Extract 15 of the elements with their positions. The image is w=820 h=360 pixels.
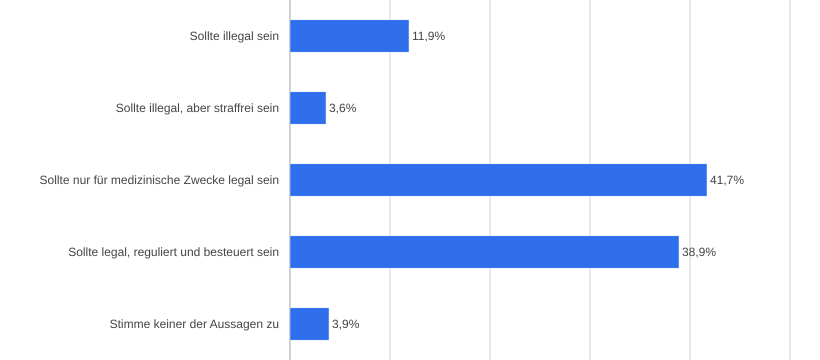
bar bbox=[290, 20, 410, 52]
data-label: 11,9% bbox=[412, 29, 446, 43]
y-tick-label: Stimme keiner der Aussagen zu bbox=[110, 317, 279, 332]
data-label: 3,6% bbox=[329, 101, 357, 115]
y-tick-label: Sollte legal, reguliert und besteuert sein bbox=[68, 245, 279, 260]
bar bbox=[290, 92, 326, 124]
data-label: 41,7% bbox=[710, 173, 744, 187]
bar bbox=[290, 308, 330, 340]
y-tick-label: Sollte nur für medizinische Zwecke legal sein bbox=[40, 173, 279, 188]
data-label: 3,9% bbox=[332, 317, 360, 331]
y-tick-label: Sollte illegal, aber straffrei sein bbox=[116, 101, 279, 116]
y-tick-label: Sollte illegal sein bbox=[190, 29, 279, 44]
bar bbox=[290, 164, 708, 196]
data-label: 38,9% bbox=[682, 245, 716, 259]
bar bbox=[290, 236, 680, 268]
